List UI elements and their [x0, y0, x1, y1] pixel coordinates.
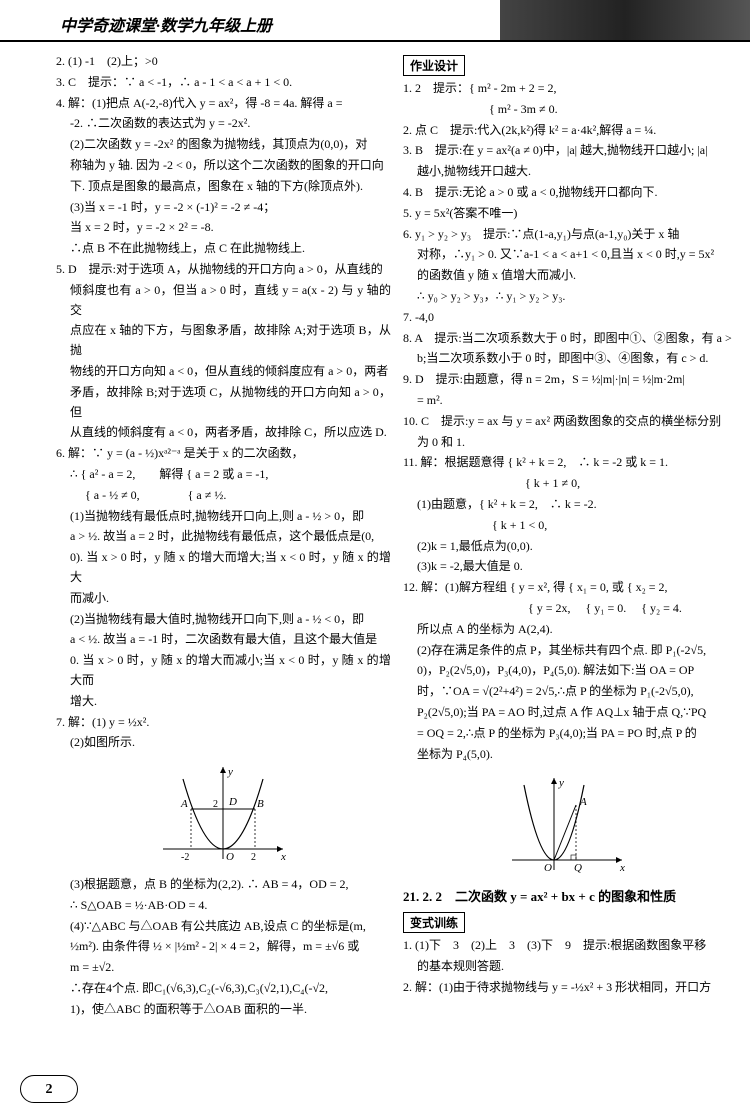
svg-text:2: 2: [213, 799, 218, 810]
svg-text:B: B: [257, 798, 264, 810]
parabola-figure-2: A O Q x y: [502, 770, 632, 880]
text-line: (2)k = 1,最低点为(0,0).: [403, 537, 732, 557]
svg-text:x: x: [280, 851, 286, 863]
text-line: 为 0 和 1.: [403, 433, 732, 453]
svg-text:2: 2: [251, 852, 256, 863]
text-line: 所以点 A 的坐标为 A(2,4).: [403, 620, 732, 640]
text-line: 从直线的倾斜度有 a < 0，两者矛盾，故排除 C，所以应选 D.: [56, 423, 391, 443]
text-line: { k + 1 < 0,: [403, 516, 732, 536]
text-line: 6. y₁ > y₂ > y₃ 提示:∵点(1-a,y₁)与点(a-1,y₀)关…: [403, 225, 732, 245]
text-line: 点应在 x 轴的下方，与图象矛盾，故排除 A;对于选项 B，从抛: [56, 321, 391, 361]
text-line: 而减小.: [56, 589, 391, 609]
text-line: 8. A 提示:当二次项系数大于 0 时，即图中①、②图象，有 a >: [403, 329, 732, 349]
text-line: (2)存在满足条件的点 P，其坐标共有四个点. 即 P₁(-2√5,: [403, 641, 732, 661]
text-line: (3)根据题意，点 B 的坐标为(2,2). ∴ AB = 4，OD = 2,: [56, 875, 391, 895]
text-line: 当 x = 2 时，y = -2 × 2² = -8.: [56, 218, 391, 238]
svg-text:O: O: [226, 851, 234, 863]
text-line: 称轴为 y 轴. 因为 -2 < 0，所以这个二次函数的图象的开口向: [56, 156, 391, 176]
text-line: 5. y = 5x²(答案不唯一): [403, 204, 732, 224]
text-line: 4. 解：(1)把点 A(-2,-8)代入 y = ax²，得 -8 = 4a.…: [56, 94, 391, 114]
text-line: 0). 当 x > 0 时，y 随 x 的增大而增大;当 x < 0 时，y 随…: [56, 548, 391, 588]
text-line: 矛盾，故排除 B;对于选项 C，从抛物线的开口方向知 a > 0，但: [56, 383, 391, 423]
text-line: ∴ y₀ > y₂ > y₃，∴ y₁ > y₂ > y₃.: [403, 287, 732, 307]
svg-text:A: A: [579, 796, 587, 808]
text-line: a > ½. 故当 a = 2 时，此抛物线有最低点，这个最低点是(0,: [56, 527, 391, 547]
text-line: 6. 解：∵ y = (a - ½)xᵃ²⁻ᵃ 是关于 x 的二次函数，: [56, 444, 391, 464]
text-line: ∴ { a² - a = 2, 解得 { a = 2 或 a = -1,: [56, 465, 391, 485]
text-line: P₂(2√5,0);当 PA = AO 时,过点 A 作 AQ⊥x 轴于点 Q,…: [403, 703, 732, 723]
text-line: 3. B 提示:在 y = ax²(a ≠ 0)中，|a| 越大,抛物线开口越小…: [403, 141, 732, 161]
svg-text:O: O: [544, 862, 552, 874]
text-line: 2. (1) -1 (2)上；>0: [56, 52, 391, 72]
right-column: 作业设计 1. 2 提示：{ m² - 2m + 2 = 2, { m² - 3m…: [403, 52, 732, 1021]
text-line: 0)，P₂(2√5,0)，P₃(4,0)，P₄(5,0). 解法如下:当 OA …: [403, 661, 732, 681]
text-line: { k + 1 ≠ 0,: [403, 474, 732, 494]
text-line: (3)当 x = -1 时，y = -2 × (-1)² = -2 ≠ -4；: [56, 198, 391, 218]
text-line: 7. 解：(1) y = ½x².: [56, 713, 391, 733]
text-line: 21. 2. 2 二次函数 y = ax² + bx + c 的图象和性质: [403, 886, 732, 905]
text-line: 坐标为 P₄(5,0).: [403, 745, 732, 765]
text-line: 3. C 提示：∵ a < -1，∴ a - 1 < a < a + 1 < 0…: [56, 73, 391, 93]
parabola-figure-1: A B D 2 O x y -2 2: [153, 759, 293, 869]
text-line: 4. B 提示:无论 a > 0 或 a < 0,抛物线开口都向下.: [403, 183, 732, 203]
text-line: { a - ½ ≠ 0, { a ≠ ½.: [56, 486, 391, 506]
text-line: = OQ = 2,∴点 P 的坐标为 P₃(4,0);当 PA = PO 时,点…: [403, 724, 732, 744]
text-line: a < ½. 故当 a = -1 时，二次函数有最大值，且这个最大值是: [56, 630, 391, 650]
text-line: 5. D 提示:对于选项 A，从抛物线的开口方向 a > 0，从直线的: [56, 260, 391, 280]
text-line: (2)当抛物线有最大值时,抛物线开口向下,则 a - ½ < 0，即: [56, 610, 391, 630]
text-line: (1)由题意，{ k² + k = 2, ∴ k = -2.: [403, 495, 732, 515]
text-line: (2)如图所示.: [56, 733, 391, 753]
text-line: 2. 点 C 提示:代入(2k,k²)得 k² = a·4k²,解得 a = ¼…: [403, 121, 732, 141]
text-line: 下. 顶点是图象的最高点，图象在 x 轴的下方(除顶点外).: [56, 177, 391, 197]
text-line: 2. 解：(1)由于待求抛物线与 y = -½x² + 3 形状相同，开口方: [403, 978, 732, 998]
text-line: 时，∵OA = √(2²+4²) = 2√5,∴点 P 的坐标为 P₁(-2√5…: [403, 682, 732, 702]
text-line: { m² - 3m ≠ 0.: [403, 100, 732, 120]
svg-text:A: A: [180, 798, 188, 810]
text-line: 10. C 提示:y = ax 与 y = ax² 两函数图象的交点的横坐标分别: [403, 412, 732, 432]
text-line: 7. -4,0: [403, 308, 732, 328]
text-line: 1)，使△ABC 的面积等于△OAB 面积的一半.: [56, 1000, 391, 1020]
header-decoration: [500, 0, 750, 40]
text-line: ½m²). 由条件得 ½ × |½m² - 2| × 4 = 2，解得，m = …: [56, 937, 391, 957]
text-line: 0. 当 x > 0 时，y 随 x 的增大而减小;当 x < 0 时，y 随 …: [56, 651, 391, 691]
text-line: ∴存在4个点. 即C₁(√6,3),C₂(-√6,3),C₃(√2,1),C₄(…: [56, 979, 391, 999]
text-line: 1. (1)下 3 (2)上 3 (3)下 9 提示:根据函数图象平移: [403, 936, 732, 956]
text-line: 1. 2 提示：{ m² - 2m + 2 = 2,: [403, 79, 732, 99]
text-line: (2)二次函数 y = -2x² 的图象为抛物线，其顶点为(0,0)，对: [56, 135, 391, 155]
text-line: 变式训练: [403, 912, 465, 933]
page-header: 中学奇迹课堂·数学九年级上册: [0, 0, 750, 42]
text-line: 越小,抛物线开口越大.: [403, 162, 732, 182]
text-line: 对称，∴y₁ > 0. 又∵a-1 < a < a+1 < 0,且当 x < 0…: [403, 245, 732, 265]
text-line: 的基本规则答题.: [403, 957, 732, 977]
svg-text:D: D: [228, 796, 237, 808]
text-line: = m².: [403, 391, 732, 411]
text-line: b;当二次项系数小于 0 时，即图中③、④图象，有 c > d.: [403, 349, 732, 369]
text-line: (1)当抛物线有最低点时,抛物线开口向上,则 a - ½ > 0，即: [56, 507, 391, 527]
content-columns: 2. (1) -1 (2)上；>03. C 提示：∵ a < -1，∴ a - …: [0, 42, 750, 1021]
svg-text:Q: Q: [574, 862, 582, 874]
text-line: 物线的开口方向知 a < 0，但从直线的倾斜度应有 a > 0，两者: [56, 362, 391, 382]
text-line: ∴点 B 不在此抛物线上，点 C 在此抛物线上.: [56, 239, 391, 259]
svg-text:x: x: [619, 862, 625, 874]
left-column: 2. (1) -1 (2)上；>03. C 提示：∵ a < -1，∴ a - …: [56, 52, 391, 1021]
text-line: 9. D 提示:由题意，得 n = 2m，S = ½|m|·|n| = ½|m·…: [403, 370, 732, 390]
text-line: (4)∵△ABC 与△OAB 有公共底边 AB,设点 C 的坐标是(m,: [56, 917, 391, 937]
text-line: 增大.: [56, 692, 391, 712]
text-line: ∴ S△OAB = ½·AB·OD = 4.: [56, 896, 391, 916]
svg-text:y: y: [227, 766, 233, 778]
page-number: 2: [20, 1075, 78, 1103]
svg-text:-2: -2: [181, 852, 189, 863]
text-line: 11. 解：根据题意得 { k² + k = 2, ∴ k = -2 或 k =…: [403, 453, 732, 473]
text-line: (3)k = -2,最大值是 0.: [403, 557, 732, 577]
text-line: 12. 解：(1)解方程组 { y = x², 得 { x₁ = 0, 或 { …: [403, 578, 732, 598]
text-line: 倾斜度也有 a > 0，但当 a > 0 时，直线 y = a(x - 2) 与…: [56, 281, 391, 321]
text-line: 作业设计: [403, 55, 465, 76]
header-title: 中学奇迹课堂·数学九年级上册: [60, 18, 272, 35]
text-line: m = ±√2.: [56, 958, 391, 978]
svg-text:y: y: [558, 777, 564, 789]
text-line: -2. ∴二次函数的表达式为 y = -2x².: [56, 114, 391, 134]
text-line: 的函数值 y 随 x 值增大而减小.: [403, 266, 732, 286]
text-line: { y = 2x, { y₁ = 0. { y₂ = 4.: [403, 599, 732, 619]
